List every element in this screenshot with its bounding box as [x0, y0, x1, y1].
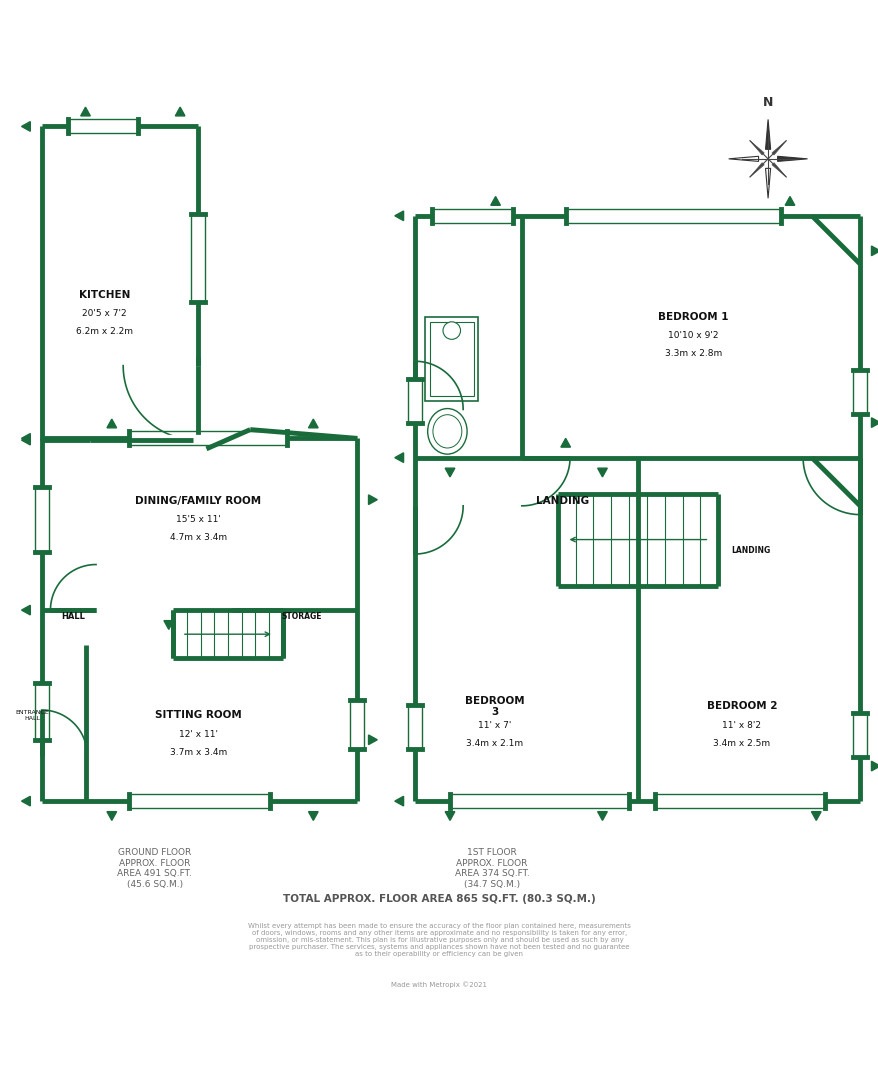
Text: 3.7m x 3.4m: 3.7m x 3.4m: [169, 747, 227, 757]
Polygon shape: [175, 107, 184, 116]
Polygon shape: [394, 453, 403, 462]
Polygon shape: [107, 812, 117, 821]
Text: LANDING: LANDING: [730, 546, 769, 555]
Polygon shape: [394, 211, 403, 220]
Bar: [425, 318, 478, 401]
Polygon shape: [308, 419, 318, 428]
Polygon shape: [22, 122, 30, 132]
Text: ENTRANCE
HALL: ENTRANCE HALL: [15, 710, 49, 720]
Text: 6.2m x 2.2m: 6.2m x 2.2m: [76, 327, 133, 336]
Text: BEDROOM 1: BEDROOM 1: [658, 311, 728, 322]
Polygon shape: [394, 796, 403, 806]
Text: BEDROOM
3: BEDROOM 3: [464, 696, 524, 717]
Text: 3.4m x 2.5m: 3.4m x 2.5m: [712, 739, 769, 747]
Text: 3.4m x 2.1m: 3.4m x 2.1m: [465, 739, 522, 747]
Circle shape: [443, 322, 460, 339]
Polygon shape: [870, 418, 878, 428]
Text: 11' x 8'2: 11' x 8'2: [722, 721, 760, 730]
Text: 15'5 x 11': 15'5 x 11': [176, 515, 220, 525]
Polygon shape: [444, 468, 454, 477]
Text: TOTAL APPROX. FLOOR AREA 865 SQ.FT. (80.3 SQ.M.): TOTAL APPROX. FLOOR AREA 865 SQ.FT. (80.…: [283, 894, 595, 904]
Text: 4.7m x 3.4m: 4.7m x 3.4m: [169, 532, 227, 542]
Polygon shape: [597, 468, 607, 477]
Polygon shape: [810, 812, 820, 821]
Text: 12' x 11': 12' x 11': [179, 730, 218, 739]
Polygon shape: [22, 796, 30, 806]
Polygon shape: [22, 433, 30, 443]
Polygon shape: [784, 197, 794, 205]
Polygon shape: [22, 605, 30, 615]
Text: 10'10 x 9'2: 10'10 x 9'2: [667, 332, 718, 340]
Polygon shape: [444, 812, 454, 821]
Text: Whilst every attempt has been made to ensure the accuracy of the floor plan cont: Whilst every attempt has been made to en…: [248, 923, 630, 957]
Text: 3.3m x 2.8m: 3.3m x 2.8m: [665, 349, 722, 357]
Text: LANDING: LANDING: [535, 496, 588, 505]
Polygon shape: [870, 246, 878, 256]
Polygon shape: [490, 197, 500, 205]
Polygon shape: [368, 735, 377, 744]
Ellipse shape: [428, 408, 466, 454]
Text: DINING/FAMILY ROOM: DINING/FAMILY ROOM: [135, 496, 262, 505]
Polygon shape: [368, 495, 377, 504]
Polygon shape: [749, 163, 763, 177]
Text: GROUND FLOOR
APPROX. FLOOR
AREA 491 SQ.FT.
(45.6 SQ.M.): GROUND FLOOR APPROX. FLOOR AREA 491 SQ.F…: [118, 849, 192, 889]
Text: STORAGE: STORAGE: [281, 611, 322, 621]
Text: Made with Metropix ©2021: Made with Metropix ©2021: [391, 982, 487, 988]
Polygon shape: [749, 140, 763, 154]
Text: N: N: [762, 96, 773, 109]
Text: KITCHEN: KITCHEN: [79, 289, 130, 299]
Text: 1ST FLOOR
APPROX. FLOOR
AREA 374 SQ.FT.
(34.7 SQ.M.): 1ST FLOOR APPROX. FLOOR AREA 374 SQ.FT. …: [454, 849, 529, 889]
Polygon shape: [765, 120, 770, 149]
Polygon shape: [771, 163, 785, 177]
Polygon shape: [22, 435, 30, 445]
Text: SITTING ROOM: SITTING ROOM: [155, 711, 241, 720]
Polygon shape: [777, 157, 807, 161]
Polygon shape: [597, 812, 607, 821]
Polygon shape: [81, 107, 90, 116]
Polygon shape: [771, 140, 785, 154]
Ellipse shape: [433, 415, 461, 448]
Polygon shape: [107, 419, 117, 428]
Text: 20'5 x 7'2: 20'5 x 7'2: [83, 310, 127, 319]
Polygon shape: [163, 621, 173, 630]
Polygon shape: [728, 157, 758, 161]
Text: HALL: HALL: [61, 611, 85, 621]
Bar: [429, 322, 473, 396]
Text: BEDROOM 2: BEDROOM 2: [706, 702, 776, 712]
Polygon shape: [765, 168, 770, 199]
Polygon shape: [870, 761, 878, 771]
Polygon shape: [308, 812, 318, 821]
Text: 11' x 7': 11' x 7': [478, 721, 511, 730]
Polygon shape: [560, 438, 570, 447]
